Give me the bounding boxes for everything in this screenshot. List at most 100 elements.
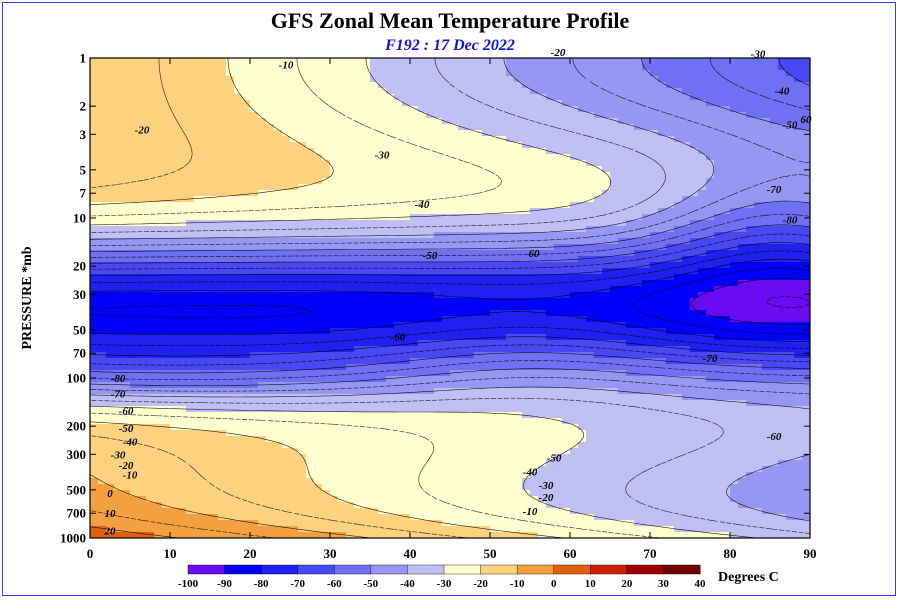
field-cell — [794, 208, 803, 215]
field-cell — [418, 178, 427, 185]
field-cell — [762, 70, 771, 77]
field-cell — [802, 340, 810, 347]
field-cell — [242, 100, 251, 107]
field-cell — [122, 304, 131, 311]
field-cell — [122, 334, 131, 341]
field-cell — [482, 100, 491, 107]
field-cell — [330, 232, 339, 239]
field-cell — [98, 124, 107, 131]
field-cell — [530, 136, 539, 143]
field-cell — [626, 358, 635, 365]
field-cell — [562, 280, 571, 287]
field-cell — [122, 208, 131, 215]
field-cell — [138, 256, 147, 263]
field-cell — [602, 88, 611, 95]
field-cell — [338, 328, 347, 335]
field-cell — [530, 58, 539, 65]
field-cell — [386, 376, 395, 383]
field-cell — [778, 220, 787, 227]
field-cell — [266, 58, 275, 65]
field-cell — [594, 280, 603, 287]
field-cell — [514, 364, 523, 371]
field-cell — [642, 280, 651, 287]
field-cell — [770, 262, 779, 269]
field-cell — [802, 118, 810, 125]
field-cell — [722, 124, 731, 131]
field-cell — [666, 124, 675, 131]
field-cell — [282, 268, 291, 275]
field-cell — [306, 130, 315, 137]
field-cell — [570, 322, 579, 329]
field-cell — [434, 244, 443, 251]
field-cell — [450, 370, 459, 377]
field-cell — [226, 364, 235, 371]
field-cell — [178, 316, 187, 323]
field-cell — [802, 178, 810, 185]
field-cell — [314, 238, 323, 245]
field-cell — [450, 238, 459, 245]
field-cell — [210, 250, 219, 257]
field-cell — [658, 322, 667, 329]
field-cell — [282, 136, 291, 143]
field-cell — [666, 148, 675, 155]
field-cell — [218, 190, 227, 197]
field-cell — [722, 382, 731, 389]
field-cell — [666, 364, 675, 371]
field-cell — [450, 316, 459, 323]
field-cell — [626, 238, 635, 245]
field-cell — [138, 154, 147, 161]
field-cell — [274, 352, 283, 359]
field-cell — [202, 244, 211, 251]
field-cell — [330, 244, 339, 251]
field-cell — [490, 340, 499, 347]
field-cell — [106, 124, 115, 131]
field-cell — [618, 130, 627, 137]
field-cell — [98, 214, 107, 221]
field-cell — [130, 58, 139, 65]
field-cell — [570, 274, 579, 281]
field-cell — [562, 364, 571, 371]
field-cell — [114, 346, 123, 353]
field-cell — [722, 340, 731, 347]
field-cell — [298, 388, 307, 395]
field-cell — [338, 214, 347, 221]
field-cell — [90, 262, 99, 269]
field-cell — [794, 226, 803, 233]
field-cell — [738, 118, 747, 125]
field-cell — [338, 370, 347, 377]
field-cell — [458, 76, 467, 83]
field-cell — [178, 250, 187, 257]
field-cell — [562, 106, 571, 113]
field-cell — [714, 76, 723, 83]
field-cell — [578, 304, 587, 311]
field-cell — [490, 250, 499, 257]
field-cell — [242, 322, 251, 329]
field-cell — [314, 256, 323, 263]
field-cell — [738, 280, 747, 287]
field-cell — [202, 286, 211, 293]
field-cell — [362, 124, 371, 131]
field-cell — [786, 142, 795, 149]
field-cell — [226, 88, 235, 95]
field-cell — [442, 82, 451, 89]
field-cell — [386, 364, 395, 371]
field-cell — [210, 328, 219, 335]
field-cell — [506, 316, 515, 323]
field-cell — [138, 58, 147, 65]
field-cell — [786, 370, 795, 377]
field-cell — [442, 214, 451, 221]
field-cell — [730, 238, 739, 245]
field-cell — [258, 256, 267, 263]
field-cell — [610, 238, 619, 245]
field-cell — [690, 88, 699, 95]
field-cell — [570, 226, 579, 233]
field-cell — [746, 172, 755, 179]
field-cell — [730, 172, 739, 179]
field-cell — [130, 334, 139, 341]
field-cell — [146, 112, 155, 119]
field-cell — [218, 106, 227, 113]
field-cell — [442, 376, 451, 383]
field-cell — [594, 304, 603, 311]
field-cell — [626, 364, 635, 371]
field-cell — [698, 166, 707, 173]
